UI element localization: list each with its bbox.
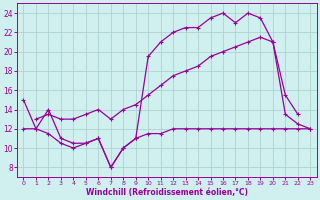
X-axis label: Windchill (Refroidissement éolien,°C): Windchill (Refroidissement éolien,°C) xyxy=(86,188,248,197)
